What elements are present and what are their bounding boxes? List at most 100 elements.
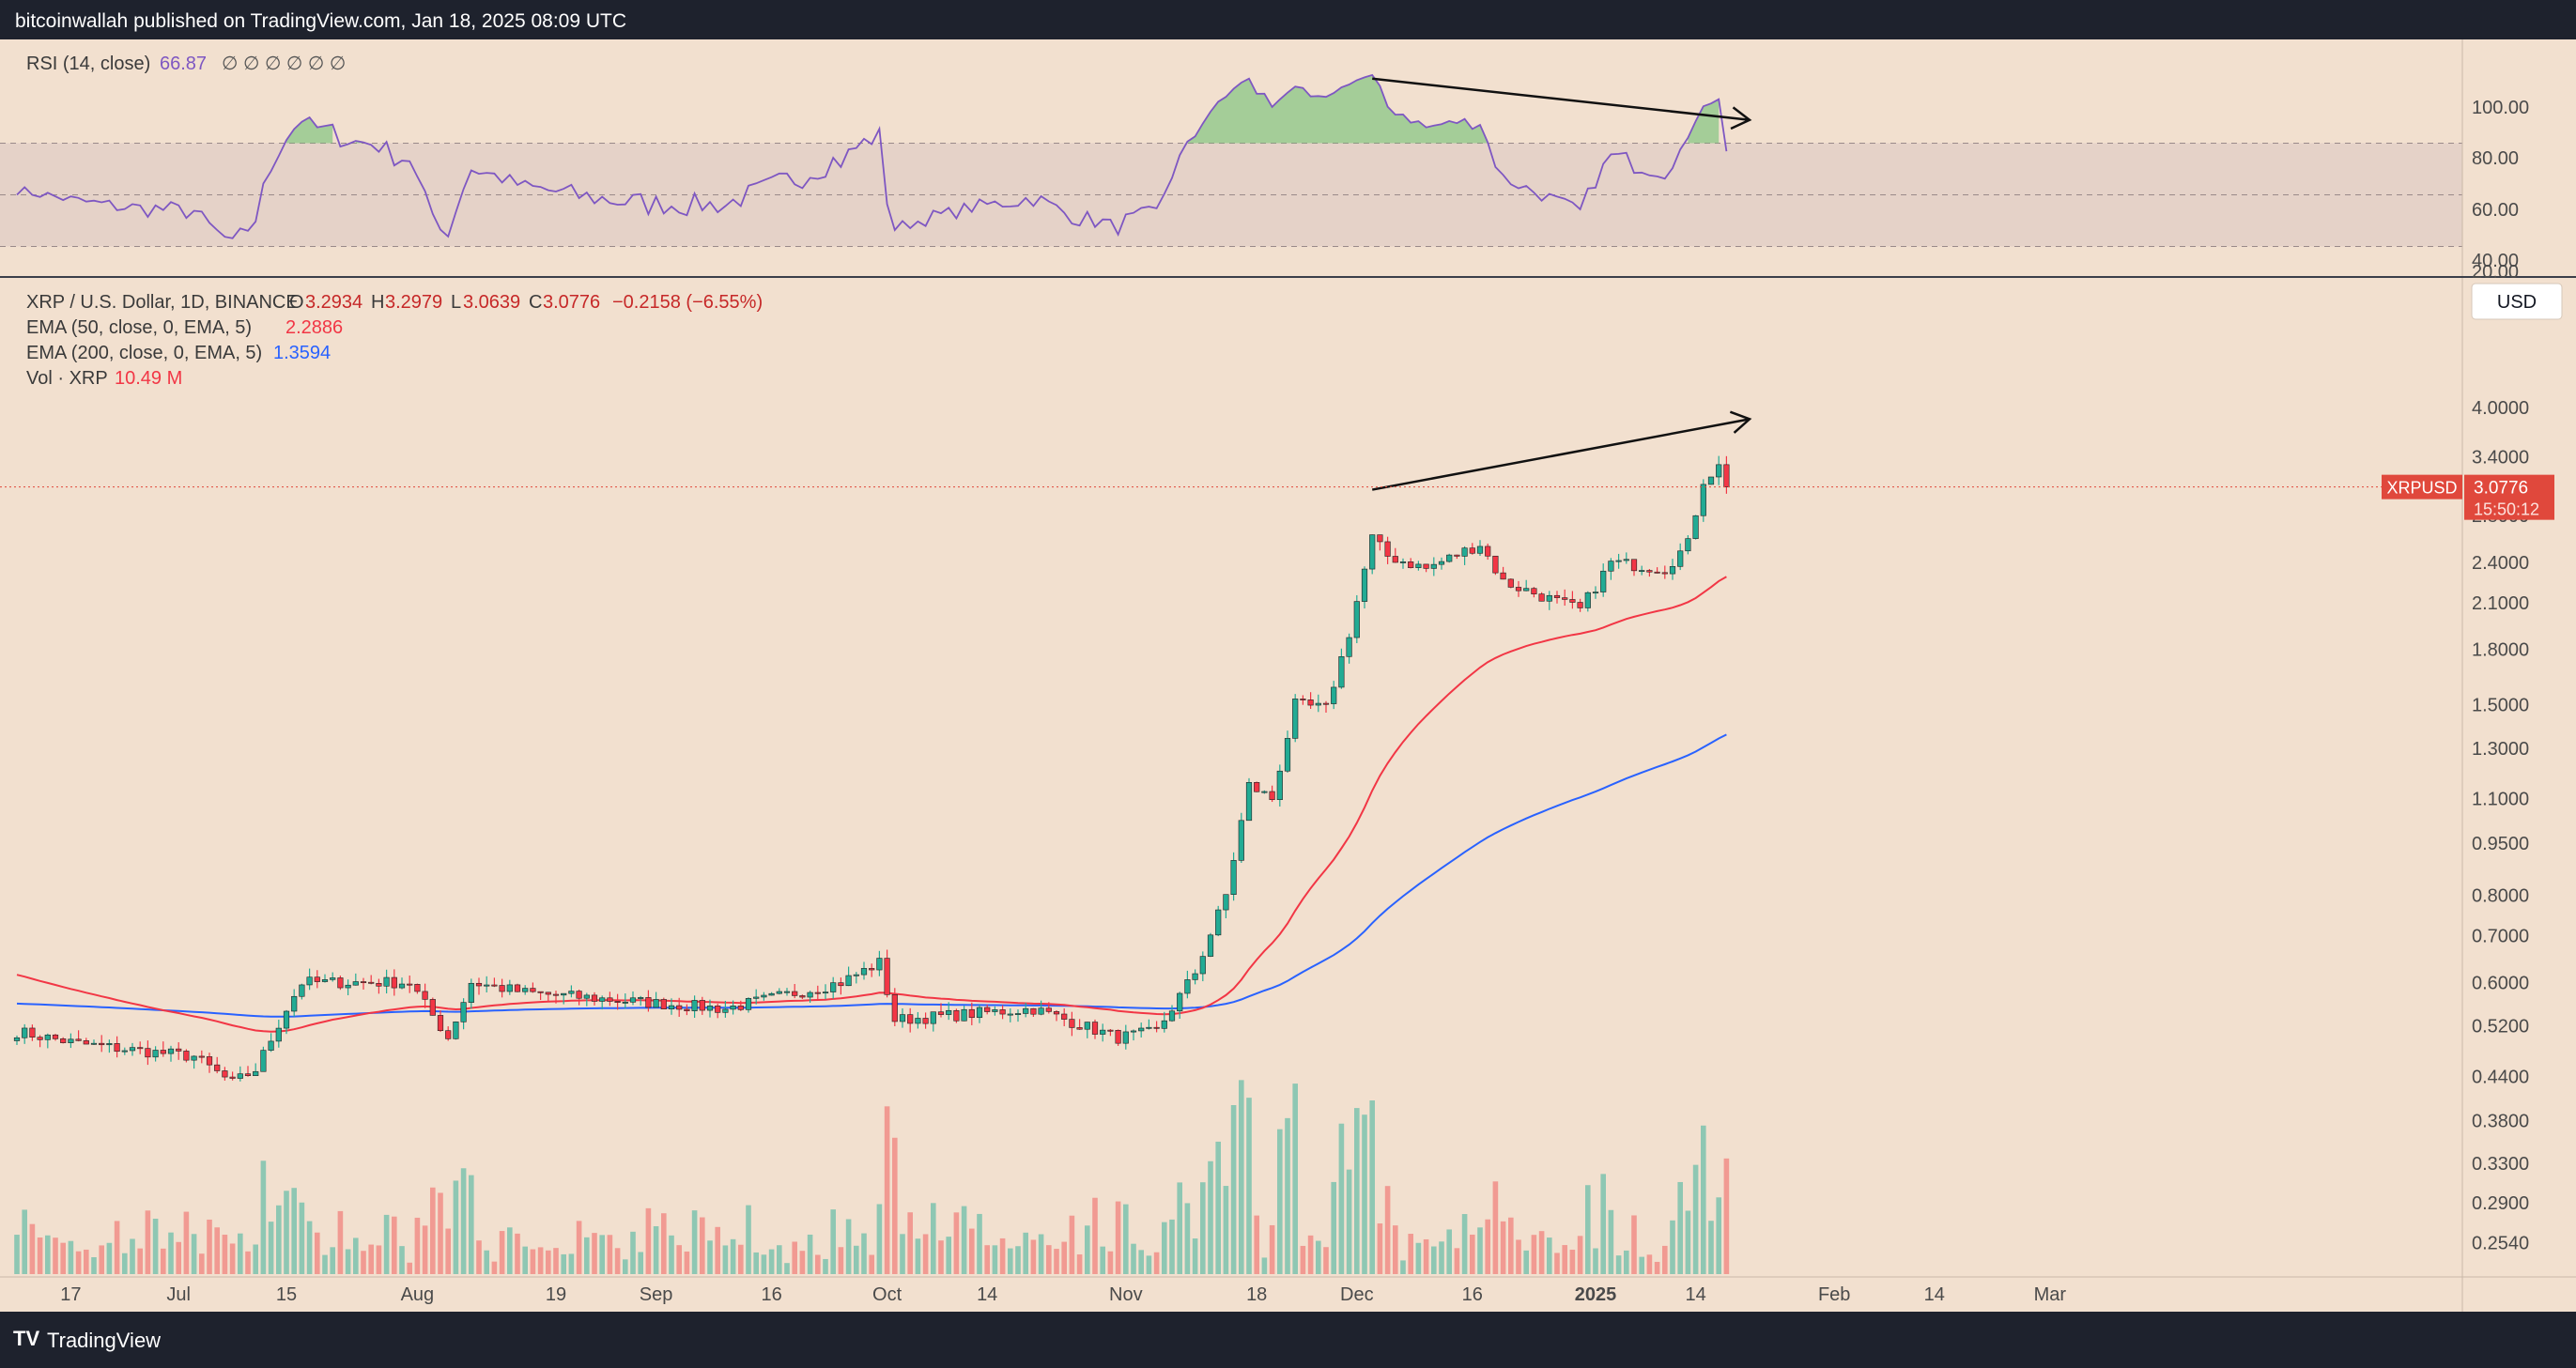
candle[interactable]	[345, 984, 351, 989]
candle[interactable]	[491, 984, 498, 987]
candle[interactable]	[1091, 1022, 1099, 1035]
candle[interactable]	[1630, 559, 1638, 572]
candle[interactable]	[1353, 601, 1360, 638]
candle[interactable]	[830, 982, 837, 992]
candle[interactable]	[1192, 973, 1198, 980]
candle[interactable]	[607, 997, 613, 1002]
candle[interactable]	[68, 1038, 74, 1043]
candle[interactable]	[198, 1055, 205, 1058]
candle[interactable]	[206, 1056, 213, 1066]
candle[interactable]	[314, 976, 320, 982]
candle[interactable]	[506, 984, 513, 992]
candle[interactable]	[691, 1000, 698, 1011]
candle[interactable]	[1485, 546, 1491, 557]
candle[interactable]	[530, 988, 536, 992]
candle[interactable]	[37, 1037, 43, 1040]
candle[interactable]	[1207, 934, 1214, 957]
candle[interactable]	[937, 1011, 945, 1015]
candle[interactable]	[1476, 546, 1484, 554]
candle[interactable]	[83, 1040, 89, 1045]
candle[interactable]	[1430, 563, 1437, 569]
candle[interactable]	[814, 991, 821, 994]
candle[interactable]	[1331, 686, 1337, 704]
candle[interactable]	[706, 1006, 714, 1011]
candle[interactable]	[1315, 702, 1321, 706]
candle[interactable]	[260, 1050, 267, 1072]
candle[interactable]	[291, 995, 298, 1012]
candle[interactable]	[1639, 570, 1645, 573]
candle[interactable]	[1399, 561, 1407, 563]
candle[interactable]	[1230, 860, 1237, 895]
candle[interactable]	[992, 1009, 998, 1012]
candle[interactable]	[1130, 1030, 1137, 1033]
candle[interactable]	[891, 994, 898, 1022]
candle[interactable]	[1646, 570, 1653, 573]
candle[interactable]	[1716, 464, 1722, 478]
candle[interactable]	[915, 1018, 921, 1024]
candle[interactable]	[1469, 547, 1475, 554]
chart-svg[interactable]: 100.00 80.00 60.00 40.00 20.00 4.0000 3.4…	[0, 39, 2576, 1314]
candle[interactable]	[1677, 550, 1684, 567]
candle[interactable]	[60, 1038, 67, 1043]
candle[interactable]	[737, 1006, 744, 1010]
candles[interactable]	[13, 455, 1730, 1082]
candle[interactable]	[460, 1002, 467, 1022]
candle[interactable]	[1238, 820, 1244, 861]
candle[interactable]	[253, 1070, 259, 1076]
candle[interactable]	[1254, 782, 1260, 792]
candle[interactable]	[268, 1040, 274, 1051]
candle[interactable]	[961, 1008, 967, 1022]
candle[interactable]	[622, 1001, 628, 1004]
candle[interactable]	[376, 983, 382, 987]
candle[interactable]	[1215, 909, 1222, 936]
candle[interactable]	[1053, 1011, 1060, 1015]
candle[interactable]	[129, 1047, 136, 1052]
currency-button[interactable]: USD	[2471, 283, 2563, 320]
candle[interactable]	[1592, 592, 1599, 594]
candle[interactable]	[799, 995, 806, 998]
candle[interactable]	[629, 997, 637, 1003]
candle[interactable]	[1100, 1029, 1106, 1035]
candle[interactable]	[822, 991, 829, 994]
candle[interactable]	[568, 991, 575, 994]
candle[interactable]	[137, 1047, 144, 1050]
candle[interactable]	[391, 976, 397, 989]
candle[interactable]	[745, 998, 752, 1010]
candle[interactable]	[429, 999, 436, 1016]
candle[interactable]	[1577, 602, 1583, 608]
candle[interactable]	[968, 1008, 975, 1019]
candle[interactable]	[229, 1076, 236, 1079]
candle[interactable]	[1223, 894, 1229, 911]
candle[interactable]	[1284, 738, 1291, 772]
candle[interactable]	[1584, 592, 1591, 608]
candle[interactable]	[1168, 1010, 1176, 1022]
candle[interactable]	[1531, 588, 1537, 594]
candle[interactable]	[1707, 476, 1715, 485]
candle[interactable]	[552, 993, 560, 996]
candle[interactable]	[1361, 568, 1368, 602]
candle[interactable]	[1454, 554, 1460, 557]
candle[interactable]	[1623, 559, 1629, 561]
candle[interactable]	[699, 1000, 705, 1011]
candle[interactable]	[653, 999, 659, 1008]
chart-area[interactable]: 100.00 80.00 60.00 40.00 20.00 4.0000 3.4…	[0, 39, 2576, 1314]
candle[interactable]	[383, 976, 390, 987]
candle[interactable]	[599, 997, 606, 1002]
candle[interactable]	[1553, 594, 1561, 598]
candle[interactable]	[984, 1007, 991, 1012]
candle[interactable]	[1138, 1027, 1145, 1032]
candle[interactable]	[1369, 534, 1376, 570]
candle[interactable]	[1415, 563, 1422, 568]
candle[interactable]	[1461, 547, 1468, 557]
candle[interactable]	[1161, 1020, 1167, 1029]
candle[interactable]	[1061, 1013, 1068, 1020]
candle[interactable]	[75, 1038, 82, 1041]
candle[interactable]	[845, 975, 852, 987]
candle[interactable]	[176, 1048, 182, 1052]
candle[interactable]	[1245, 782, 1253, 822]
candle[interactable]	[1562, 597, 1568, 600]
candle[interactable]	[145, 1048, 151, 1058]
candle[interactable]	[283, 1010, 290, 1029]
candle[interactable]	[1700, 484, 1706, 516]
candle[interactable]	[306, 976, 313, 986]
